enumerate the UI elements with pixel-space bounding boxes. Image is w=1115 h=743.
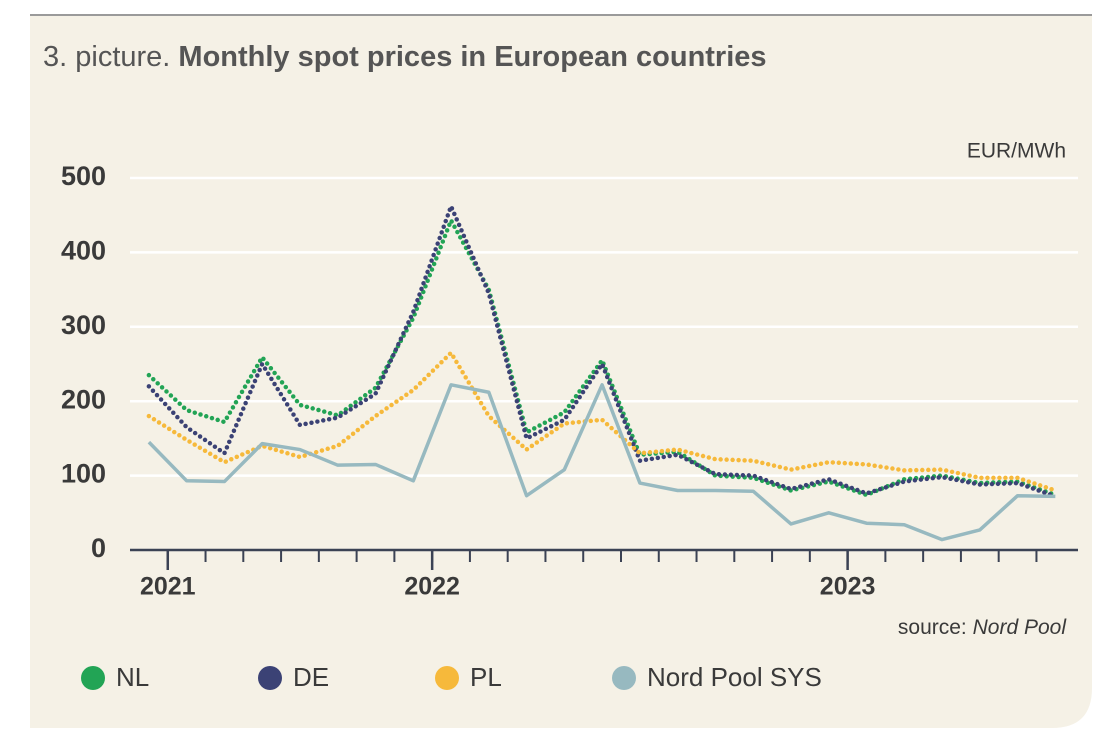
legend-marker (435, 666, 459, 690)
series-line (146, 350, 1058, 493)
series-line (146, 218, 1058, 498)
y-tick-label: 0 (91, 533, 106, 563)
legend-label: Nord Pool SYS (647, 662, 822, 692)
y-tick-label: 200 (61, 384, 106, 414)
source-name: Nord Pool (973, 616, 1068, 639)
y-tick-label: 400 (61, 236, 106, 266)
x-tick-label: 2022 (404, 573, 460, 601)
legend-marker (81, 666, 105, 690)
y-tick-label: 500 (61, 161, 106, 191)
source-prefix: source: (898, 616, 967, 639)
series-line (147, 383, 1056, 542)
x-tick-label: 2023 (820, 573, 876, 601)
series-line (146, 204, 1058, 499)
title-main: Monthly spot prices in European countrie… (178, 41, 766, 73)
legend-marker (612, 666, 636, 690)
chart-title: 3. picture. Monthly spot prices in Europ… (43, 41, 767, 73)
x-tick-label: 2021 (140, 573, 196, 601)
source: source: Nord Pool (898, 616, 1067, 639)
unit-label: EUR/MWh (967, 140, 1066, 163)
legend-label: NL (116, 662, 149, 692)
legend-marker (258, 666, 282, 690)
y-tick-label: 100 (61, 459, 106, 489)
y-tick-label: 300 (61, 310, 106, 340)
legend-label: DE (293, 662, 329, 692)
title-prefix: 3. picture. (43, 41, 170, 73)
legend-label: PL (470, 662, 502, 692)
